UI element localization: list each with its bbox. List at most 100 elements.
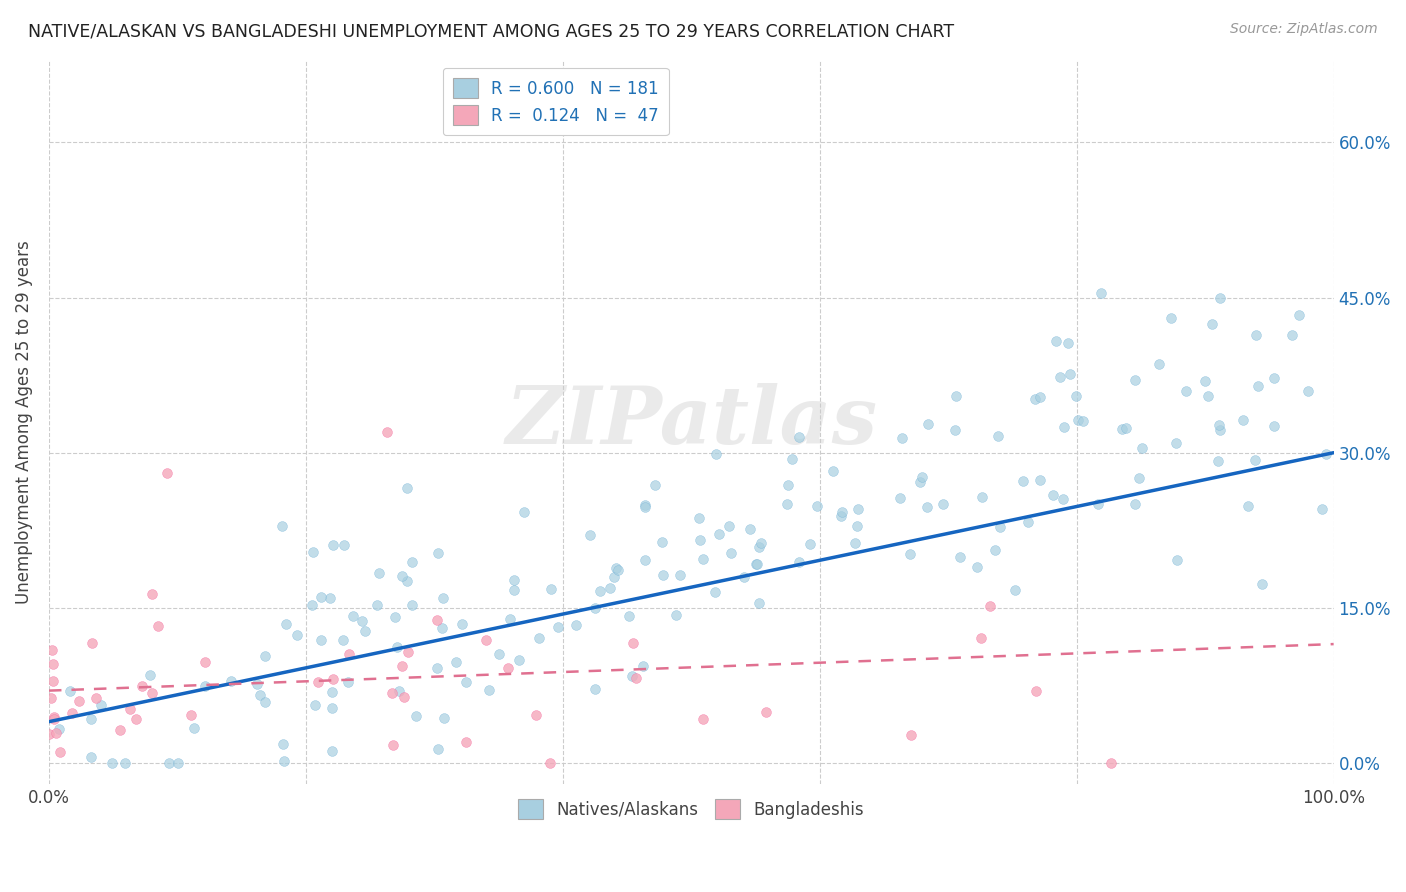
Point	[831, 505, 853, 519]
Point	[990, 520, 1012, 534]
Point	[432, 591, 454, 606]
Point	[1281, 327, 1303, 342]
Point	[1025, 684, 1047, 698]
Point	[1099, 756, 1122, 770]
Point	[900, 728, 922, 742]
Point	[42, 673, 65, 688]
Point	[1052, 491, 1074, 506]
Text: ZIPatlas: ZIPatlas	[505, 383, 877, 460]
Point	[309, 633, 332, 648]
Point	[392, 690, 415, 704]
Point	[1123, 373, 1146, 387]
Point	[633, 553, 655, 567]
Point	[1128, 471, 1150, 485]
Point	[426, 661, 449, 675]
Point	[1024, 392, 1046, 406]
Point	[703, 585, 725, 599]
Point	[180, 708, 202, 723]
Point	[131, 679, 153, 693]
Point	[1045, 334, 1067, 349]
Point	[426, 613, 449, 627]
Point	[60, 706, 83, 720]
Point	[426, 546, 449, 560]
Point	[634, 498, 657, 512]
Point	[692, 712, 714, 726]
Point	[1296, 384, 1319, 399]
Point	[1071, 414, 1094, 428]
Point	[451, 616, 474, 631]
Point	[1263, 371, 1285, 385]
Point	[354, 624, 377, 638]
Point	[707, 526, 730, 541]
Point	[748, 596, 770, 610]
Point	[499, 612, 522, 626]
Point	[915, 500, 938, 515]
Point	[1057, 336, 1080, 351]
Point	[845, 519, 868, 533]
Point	[579, 527, 602, 541]
Point	[273, 754, 295, 768]
Point	[538, 756, 561, 770]
Point	[634, 500, 657, 514]
Point	[949, 550, 972, 565]
Point	[249, 688, 271, 702]
Point	[342, 608, 364, 623]
Point	[273, 738, 295, 752]
Point	[1004, 582, 1026, 597]
Point	[669, 568, 692, 582]
Point	[396, 574, 419, 588]
Point	[527, 632, 550, 646]
Point	[287, 628, 309, 642]
Point	[446, 655, 468, 669]
Point	[1067, 413, 1090, 427]
Point	[1208, 454, 1230, 468]
Point	[1147, 357, 1170, 371]
Point	[1310, 502, 1333, 516]
Point	[1209, 291, 1232, 305]
Point	[979, 599, 1001, 613]
Point	[382, 738, 405, 752]
Point	[778, 477, 800, 491]
Point	[1175, 384, 1198, 399]
Point	[1115, 420, 1137, 434]
Point	[118, 702, 141, 716]
Text: Source: ZipAtlas.com: Source: ZipAtlas.com	[1230, 22, 1378, 37]
Point	[321, 700, 343, 714]
Point	[651, 568, 673, 582]
Point	[110, 723, 132, 737]
Point	[1029, 473, 1052, 487]
Point	[337, 675, 360, 690]
Point	[319, 591, 342, 605]
Point	[1053, 419, 1076, 434]
Point	[945, 389, 967, 403]
Point	[1028, 390, 1050, 404]
Point	[503, 573, 526, 587]
Point	[337, 648, 360, 662]
Point	[67, 694, 90, 708]
Point	[1059, 368, 1081, 382]
Point	[984, 542, 1007, 557]
Point	[276, 617, 298, 632]
Point	[41, 642, 63, 657]
Point	[332, 632, 354, 647]
Point	[1087, 497, 1109, 511]
Point	[665, 608, 688, 623]
Point	[254, 649, 277, 664]
Point	[42, 712, 65, 726]
Point	[755, 706, 778, 720]
Point	[1166, 436, 1188, 450]
Point	[194, 679, 217, 693]
Point	[219, 674, 242, 689]
Point	[388, 683, 411, 698]
Point	[307, 675, 329, 690]
Point	[42, 657, 65, 672]
Point	[787, 555, 810, 569]
Point	[513, 505, 536, 519]
Point	[1017, 515, 1039, 529]
Point	[898, 547, 921, 561]
Point	[478, 682, 501, 697]
Point	[830, 509, 852, 524]
Point	[427, 742, 450, 756]
Point	[401, 556, 423, 570]
Point	[352, 614, 374, 628]
